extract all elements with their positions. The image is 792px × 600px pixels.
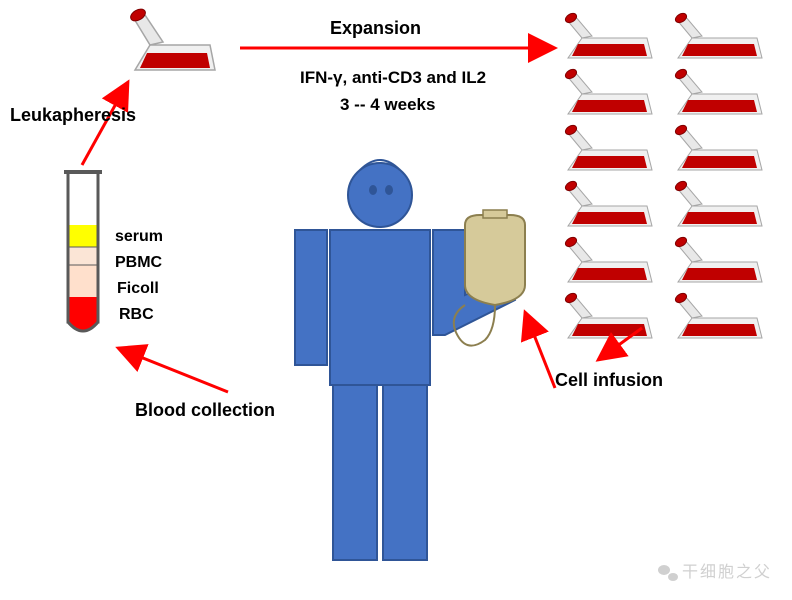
blood-collection-label: Blood collection <box>135 400 275 421</box>
serum-label: serum <box>115 228 163 246</box>
leukapheresis-label: Leukapheresis <box>10 105 136 126</box>
infusion-arrow-1 <box>598 328 642 360</box>
watermark-text: 干细胞之父 <box>682 564 772 581</box>
arrows-layer <box>0 0 792 600</box>
duration-label: 3 -- 4 weeks <box>340 95 435 115</box>
expansion-sub-label: IFN-γ, anti-CD3 and IL2 <box>300 68 486 88</box>
expansion-label: Expansion <box>330 18 421 39</box>
cell-infusion-label: Cell infusion <box>555 370 663 391</box>
infusion-arrow-2 <box>525 312 555 388</box>
pbmc-label: PBMC <box>115 254 162 272</box>
rbc-label: RBC <box>119 306 154 324</box>
watermark: 干细胞之父 <box>658 558 772 582</box>
wechat-icon <box>658 565 678 581</box>
ficoll-label: Ficoll <box>117 280 159 298</box>
blood-collection-arrow <box>118 348 228 392</box>
